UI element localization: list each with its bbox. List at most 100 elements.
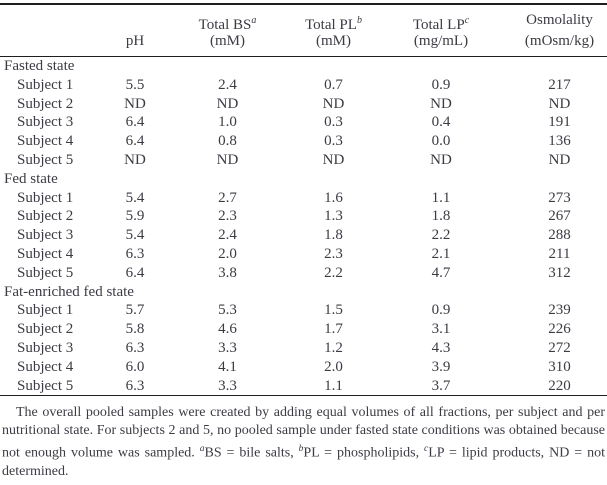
cell-value: 217: [548, 76, 571, 93]
cell-value: 5.5: [125, 76, 145, 93]
column-header: Total LPc (mg/mL): [382, 4, 500, 57]
row-label: Subject 1: [17, 302, 74, 319]
cell-value: 0.3: [324, 133, 343, 150]
row-label: Subject 5: [17, 151, 74, 168]
cell-value: 0.3: [324, 114, 343, 131]
cell-value: 6.3: [125, 245, 145, 262]
cell-value: 2.2: [324, 264, 343, 281]
row-label: Subject 4: [17, 245, 74, 262]
cell-value: 3.9: [431, 358, 451, 375]
row-label: Subject 4: [17, 358, 74, 375]
footnote-superscript: b: [298, 444, 304, 455]
cell-value: 288: [548, 227, 571, 244]
cell-value: 0.9: [431, 76, 451, 93]
cell-value: ND: [430, 151, 452, 168]
table-row: Subject 1 5.4 2.7 1.6 1.1 273: [0, 189, 607, 208]
cell-value: 4.3: [431, 339, 451, 356]
row-label: Subject 3: [17, 227, 74, 244]
row-label: Subject 4: [17, 133, 74, 150]
cell-value: 312: [548, 264, 571, 281]
row-label: Subject 1: [17, 189, 74, 206]
column-header: [0, 4, 100, 57]
column-header: Total PLb (mM): [285, 4, 382, 57]
cell-value: 4.1: [218, 358, 237, 375]
cell-value: ND: [430, 95, 452, 112]
cell-value: 1.7: [324, 321, 343, 338]
cell-value: 2.0: [218, 245, 237, 262]
cell-value: 272: [548, 339, 571, 356]
table-row: Subject 3 6.3 3.3 1.2 4.3 272: [0, 339, 607, 358]
table-header: pH Total BSa (mM) Total PLb (mM) Total LPc (mg…: [0, 4, 607, 57]
table-row: Subject 1 5.7 5.3 1.5 0.9 239: [0, 301, 607, 320]
table-row: Subject 2 5.8 4.6 1.7 3.1 226: [0, 320, 607, 339]
table-row: Subject 3 6.4 1.0 0.3 0.4 191: [0, 113, 607, 132]
footnote-superscript: a: [199, 444, 205, 455]
row-label: Subject 2: [17, 321, 74, 338]
row-label: Subject 3: [17, 114, 74, 131]
cell-value: 136: [548, 133, 571, 150]
cell-value: 2.7: [218, 189, 237, 206]
cell-value: 0.0: [431, 133, 451, 150]
cell-value: 1.2: [324, 339, 343, 356]
cell-value: 2.0: [324, 358, 343, 375]
cell-value: 5.4: [125, 227, 145, 244]
cell-value: 6.4: [125, 264, 145, 281]
cell-value: 3.3: [218, 339, 237, 356]
pooled-samples-table: pH Total BSa (mM) Total PLb (mM) Total LPc (mg…: [0, 3, 607, 397]
cell-value: 5.7: [125, 302, 145, 319]
cell-value: 211: [548, 245, 571, 262]
row-label: Subject 5: [0, 376, 100, 397]
header-superscript: b: [356, 15, 362, 26]
cell-value: 4.6: [218, 321, 237, 338]
section-row: Fat-enriched fed state: [0, 283, 607, 302]
table-row: Subject 3 5.4 2.4 1.8 2.2 288: [0, 226, 607, 245]
cell-value: 1.8: [431, 208, 451, 225]
cell-value: 2.4: [218, 227, 237, 244]
cell-value: 5.8: [125, 321, 145, 338]
table-row: Subject 4 6.3 2.0 2.3 2.1 211: [0, 245, 607, 264]
table-row: Subject 4 6.0 4.1 2.0 3.9 310: [0, 358, 607, 377]
cell-value: 1.0: [218, 114, 237, 131]
cell-value: 310: [548, 358, 571, 375]
section-row: Fed state: [0, 170, 607, 189]
section-title: Fat-enriched fed state: [4, 283, 134, 300]
cell-value: 220: [500, 376, 607, 397]
cell-value: 6.3: [125, 339, 145, 356]
footnote: The overall pooled samples were created …: [2, 405, 605, 479]
table-row: Subject 5 6.4 3.8 2.2 4.7 312: [0, 264, 607, 283]
section-title: Fed state: [4, 170, 58, 187]
table-row: Subject 4 6.4 0.8 0.3 0.0 136: [0, 132, 607, 151]
cell-value: 0.7: [324, 76, 343, 93]
cell-value: 5.3: [218, 302, 237, 319]
cell-value: ND: [322, 95, 345, 112]
cell-value: ND: [124, 151, 146, 168]
cell-value: 2.4: [218, 76, 237, 93]
header-superscript: c: [464, 15, 470, 26]
cell-value: 6.4: [125, 133, 145, 150]
cell-value: 3.3: [170, 376, 285, 397]
cell-value: 4.7: [431, 264, 451, 281]
cell-value: 5.4: [125, 189, 145, 206]
row-label: Subject 2: [17, 95, 74, 112]
header-superscript: a: [251, 15, 257, 26]
cell-value: 5.9: [125, 208, 145, 225]
cell-value: ND: [216, 151, 239, 168]
table-row: Subject 5 ND ND ND ND ND: [0, 151, 607, 170]
cell-value: ND: [322, 151, 345, 168]
cell-value: 239: [548, 302, 571, 319]
cell-value: 2.3: [324, 245, 343, 262]
cell-value: 1.6: [324, 189, 343, 206]
section-title: Fasted state: [4, 58, 75, 74]
cell-value: 1.8: [324, 227, 343, 244]
row-label: Subject 5: [17, 264, 74, 281]
cell-value: 2.2: [431, 227, 451, 244]
section-row: Fasted state: [0, 57, 607, 76]
table-body: Fasted state Subject 1 5.5 2.4 0.7 0.9 217 Subj…: [0, 57, 607, 397]
cell-value: 3.1: [431, 321, 451, 338]
cell-value: 1.5: [324, 302, 343, 319]
cell-value: 191: [548, 114, 571, 131]
cell-value: 1.1: [431, 189, 451, 206]
cell-value: 3.8: [218, 264, 237, 281]
table-row: Subject 1 5.5 2.4 0.7 0.9 217: [0, 76, 607, 95]
